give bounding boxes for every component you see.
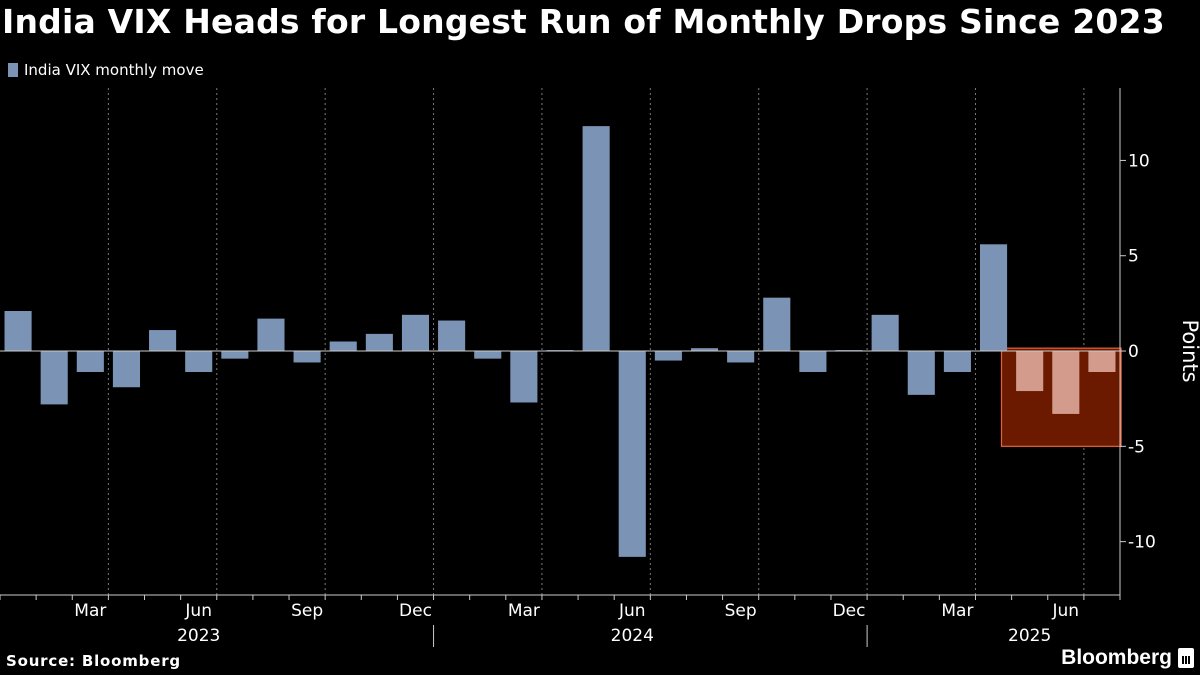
bar <box>438 320 466 352</box>
x-tick-label: Dec <box>399 601 432 621</box>
legend-label: India VIX monthly move <box>24 61 204 79</box>
bloomberg-icon <box>1178 648 1194 668</box>
bar <box>474 351 502 359</box>
bar <box>907 351 935 395</box>
x-year-label: 2025 <box>1008 626 1051 646</box>
brand-logo: Bloomberg <box>1061 646 1194 670</box>
bar <box>727 351 755 363</box>
bar <box>799 351 827 372</box>
bar <box>980 244 1008 352</box>
bar <box>40 351 68 405</box>
bar <box>401 314 430 352</box>
y-axis-label: Points <box>1178 319 1200 382</box>
bar <box>293 351 321 363</box>
legend: India VIX monthly move <box>8 61 204 79</box>
x-tick-label: Mar <box>508 601 540 621</box>
bar <box>618 351 646 557</box>
x-year-label: 2023 <box>177 626 220 646</box>
bar <box>329 341 357 352</box>
brand-name: Bloomberg <box>1061 646 1172 669</box>
chart-title: India VIX Heads for Longest Run of Month… <box>2 2 1165 41</box>
x-tick-label: Mar <box>941 601 973 621</box>
bar <box>257 318 285 352</box>
x-tick-label: Jun <box>184 601 212 621</box>
x-tick-label: Sep <box>291 601 323 621</box>
bar <box>871 314 899 352</box>
y-tick-label: -5 <box>1128 437 1145 457</box>
bar <box>582 126 610 352</box>
bar <box>76 351 104 372</box>
y-tick-label: 0 <box>1128 342 1139 362</box>
bar <box>221 351 249 359</box>
x-tick-label: Dec <box>833 601 866 621</box>
bars <box>4 126 1116 557</box>
axes <box>0 88 1126 647</box>
bar <box>690 348 719 352</box>
source-note: Source: Bloomberg <box>6 652 181 670</box>
bar <box>510 351 538 403</box>
x-tick-label: Mar <box>74 601 106 621</box>
bar <box>365 333 393 352</box>
x-tick-label: Jun <box>1052 601 1080 621</box>
x-tick-labels: Mar Jun Sep Dec Mar Jun Sep Dec Mar Jun 2023 2024 20… <box>74 601 1079 646</box>
bar <box>943 351 971 372</box>
bar <box>112 351 140 388</box>
legend-swatch <box>8 63 18 77</box>
x-tick-label: Jun <box>618 601 646 621</box>
bar <box>763 297 791 352</box>
bar <box>185 351 213 372</box>
x-year-label: 2024 <box>611 626 654 646</box>
bar <box>1016 351 1044 392</box>
y-tick-label: 5 <box>1128 247 1139 267</box>
bar <box>149 330 177 352</box>
y-tick-label: -10 <box>1128 533 1156 553</box>
bar <box>1088 351 1116 372</box>
y-tick-label: 10 <box>1128 151 1150 171</box>
x-tick-label: Sep <box>725 601 757 621</box>
bar <box>654 351 682 361</box>
bar <box>1052 351 1080 414</box>
y-tick-labels: 10 5 0 -5 -10 <box>1128 151 1156 552</box>
bar <box>4 311 32 352</box>
